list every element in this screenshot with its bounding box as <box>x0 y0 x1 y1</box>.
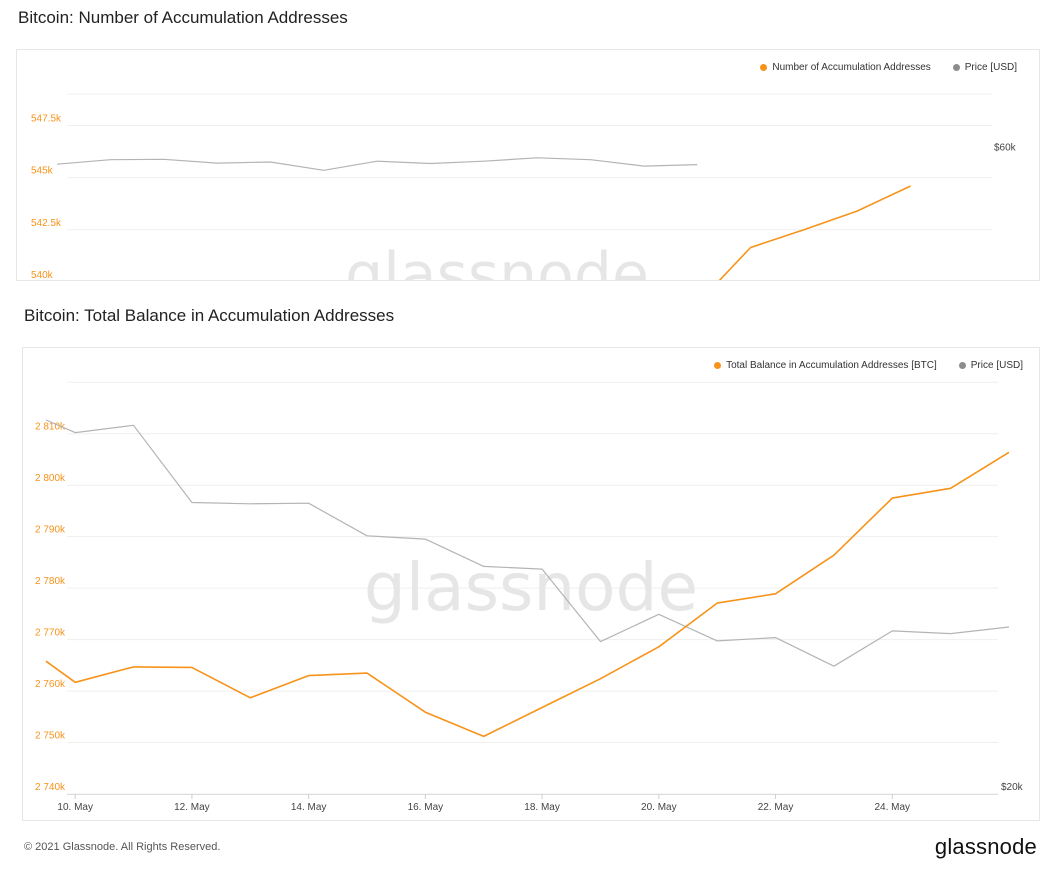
series-line-price <box>56 157 698 171</box>
legend-dot-icon <box>952 64 960 71</box>
legend-item-total-balance[interactable]: Total Balance in Accumulation Addresses … <box>714 360 937 371</box>
glassnode-logo[interactable]: glassnode <box>934 834 1037 859</box>
legend-item-price[interactable]: Price [USD] <box>958 360 1023 371</box>
x-tick-label: 14. May <box>291 802 327 813</box>
legend-dot-icon <box>714 362 722 369</box>
series-line-primary <box>45 451 1010 738</box>
chart2-title: Bitcoin: Total Balance in Accumulation A… <box>24 306 395 325</box>
x-tick-label: 22. May <box>758 802 794 813</box>
legend-dot-icon <box>760 64 768 71</box>
legend-label: Number of Accumulation Addresses <box>772 62 931 73</box>
y-tick-label: 545k <box>31 166 54 177</box>
chart1-panel: glassnode 540k 542.5k 545k 547.5k $60k Number… <box>16 49 1040 281</box>
x-tick-label: 12. May <box>174 802 210 813</box>
x-tick-label: 16. May <box>408 802 444 813</box>
y-tick-label: 542.5k <box>31 218 62 229</box>
y-tick-label: 2 790k <box>35 525 66 536</box>
legend-label: Price [USD] <box>970 360 1023 371</box>
y2-tick-label: $60k <box>994 143 1017 154</box>
y-tick-label: 547.5k <box>31 113 62 124</box>
series-line-primary <box>718 185 911 280</box>
y-tick-label: 2 750k <box>35 731 66 742</box>
y-tick-label: 2 760k <box>35 679 66 690</box>
x-tick-label: 10. May <box>57 802 93 813</box>
chart2-plot: glassnode 2 740k 2 750k 2 760k 2 770k 2 780k 2… <box>35 381 1024 813</box>
y-tick-label: 2 810k <box>35 422 66 433</box>
series-line-price <box>45 419 1010 667</box>
y-tick-label: 2 780k <box>35 576 66 587</box>
chart2-legend: Total Balance in Accumulation Addresses … <box>714 360 1023 371</box>
legend-label: Total Balance in Accumulation Addresses … <box>726 360 937 371</box>
legend-label: Price [USD] <box>964 62 1017 73</box>
watermark: glassnode <box>364 549 698 626</box>
legend-dot-icon <box>958 362 966 369</box>
y-tick-label: 2 740k <box>35 782 66 793</box>
legend-item-accumulation-addresses[interactable]: Number of Accumulation Addresses <box>760 62 931 73</box>
x-tick-label: 20. May <box>641 802 677 813</box>
chart1-legend: Number of Accumulation Addresses Price [… <box>760 62 1017 73</box>
legend-item-price[interactable]: Price [USD] <box>952 62 1017 73</box>
chart1-plot: glassnode 540k 542.5k 545k 547.5k $60k <box>31 93 1017 280</box>
copyright-text: © 2021 Glassnode. All Rights Reserved. <box>24 841 221 853</box>
x-tick-label: 18. May <box>524 802 560 813</box>
y-tick-label: 2 770k <box>35 628 66 639</box>
chart2-panel: glassnode 2 740k 2 750k 2 760k 2 770k 2 780k 2… <box>22 347 1040 821</box>
watermark: glassnode <box>345 240 649 280</box>
y-tick-label: 2 800k <box>35 473 66 484</box>
x-tick-label: 24. May <box>874 802 910 813</box>
chart1-title: Bitcoin: Number of Accumulation Addresse… <box>18 8 348 27</box>
y2-tick-label: $20k <box>1001 782 1024 793</box>
y-tick-label: 540k <box>31 270 54 280</box>
